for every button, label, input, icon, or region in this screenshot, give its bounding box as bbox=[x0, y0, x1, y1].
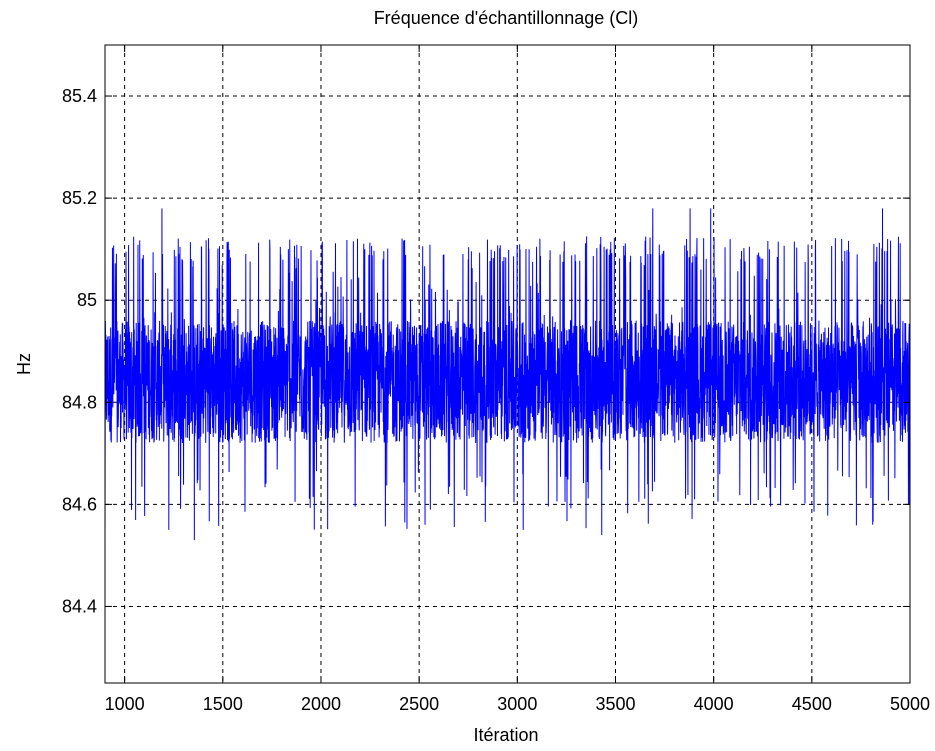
y-tick-label: 84.6 bbox=[62, 494, 97, 514]
x-tick-label: 1000 bbox=[105, 694, 145, 714]
y-tick-label: 85 bbox=[77, 290, 97, 310]
plot-area bbox=[105, 208, 910, 541]
x-tick-label: 2000 bbox=[301, 694, 341, 714]
y-axis-label: Hz bbox=[14, 353, 34, 375]
chart-title: Fréquence d'échantillonnage (Cl) bbox=[374, 8, 639, 28]
y-tick-label: 84.8 bbox=[62, 392, 97, 412]
y-tick-label: 85.2 bbox=[62, 188, 97, 208]
x-tick-label: 2500 bbox=[399, 694, 439, 714]
x-tick-label: 5000 bbox=[890, 694, 930, 714]
y-tick-label: 84.4 bbox=[62, 596, 97, 616]
x-tick-label: 4000 bbox=[694, 694, 734, 714]
x-tick-label: 1500 bbox=[203, 694, 243, 714]
x-tick-label: 4500 bbox=[792, 694, 832, 714]
x-axis-label: Itération bbox=[473, 725, 538, 745]
x-tick-label: 3000 bbox=[497, 694, 537, 714]
y-axis: 84.4 84.6 84.8 85 85.2 85.4 bbox=[62, 86, 910, 616]
x-axis: 1000 1500 2000 2500 3000 3500 4000 4500 5000 bbox=[105, 45, 930, 714]
x-tick-label: 3500 bbox=[595, 694, 635, 714]
plot-frame bbox=[104, 44, 911, 684]
series-line bbox=[105, 208, 910, 541]
y-tick-label: 85.4 bbox=[62, 86, 97, 106]
